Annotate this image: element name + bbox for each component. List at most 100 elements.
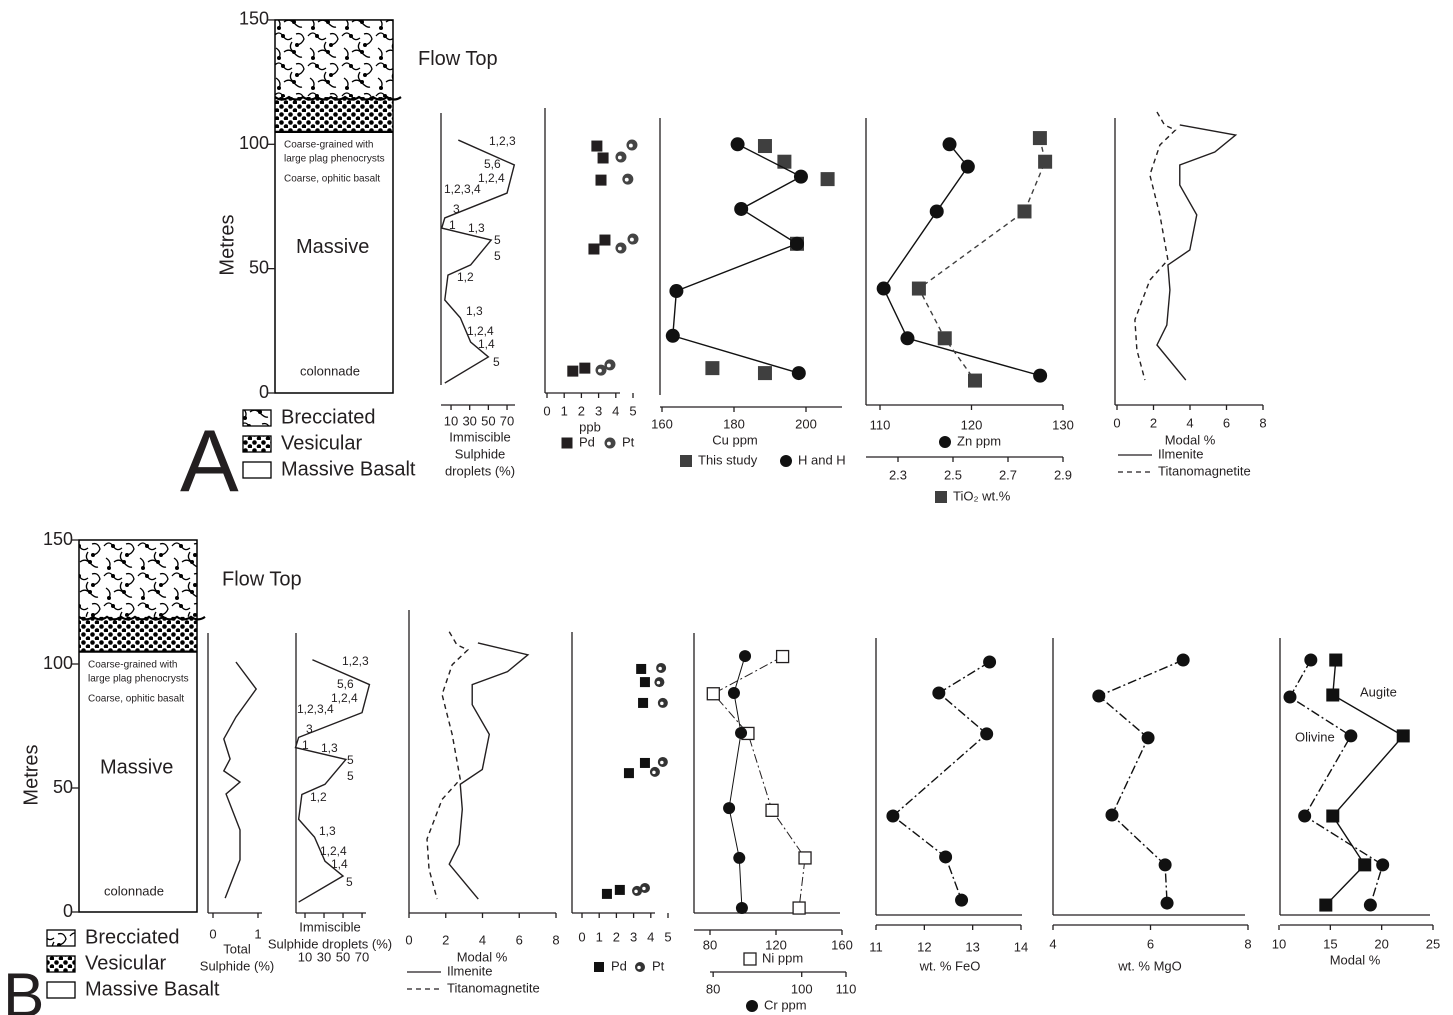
legend-label: Titanomagnetite (1158, 463, 1251, 478)
marker-dot (642, 886, 646, 891)
data-point (1141, 731, 1155, 745)
panel-label: A (180, 411, 239, 510)
data-point (595, 174, 607, 186)
unit (275, 19, 393, 98)
legend-marker (746, 1000, 758, 1012)
data-point (820, 172, 835, 187)
data-point (1158, 858, 1172, 872)
x-tick-label: 2.5 (944, 467, 962, 482)
x-tick-label: 2 (1150, 415, 1157, 430)
legend-label: Massive Basalt (85, 978, 220, 1000)
facies-note: Coarse, ophitic basalt (88, 694, 184, 705)
annotation: 3 (306, 722, 313, 736)
x-axis-label: Modal % (457, 949, 508, 964)
legend-label: Pt (622, 434, 635, 449)
x-tick-label: 5 (629, 403, 636, 418)
marker-dot (660, 760, 664, 765)
data-point (599, 234, 611, 246)
data-point (614, 884, 625, 895)
annotation: 1,4 (478, 337, 495, 351)
x-tick-label: 20 (1374, 936, 1388, 951)
legend-label: Augite (1360, 684, 1397, 699)
data-point (798, 851, 812, 865)
data-point (669, 284, 684, 299)
legend-swatch (46, 955, 76, 973)
legend-label: Ilmenite (1158, 446, 1204, 461)
legend-label: Zn ppm (957, 433, 1001, 448)
data-point (735, 902, 748, 915)
x-axis-label: wt. % FeO (919, 958, 981, 973)
facies-note: large plag phenocrysts (88, 674, 189, 685)
series-line (222, 661, 258, 899)
unit (275, 97, 393, 132)
x-axis-label: droplets (%) (445, 463, 515, 478)
annotation: 5 (347, 753, 354, 767)
x-tick-label: 0 (578, 929, 585, 944)
x-tick-label: 6 (1223, 415, 1230, 430)
series-line (440, 139, 516, 384)
x-axis-label: Sulphide (%) (200, 958, 274, 973)
unit (79, 616, 197, 652)
series-line (426, 631, 470, 900)
data-point (739, 650, 752, 663)
x-tick-label: 2 (578, 403, 585, 418)
x-tick-label: 160 (831, 937, 853, 952)
legend-swatch (242, 409, 272, 427)
marker-dot (606, 363, 611, 368)
legend-label: H and H (798, 452, 846, 467)
facies-label: Massive (296, 236, 369, 258)
annotation: 1,2,3,4 (444, 182, 481, 196)
marker-dot (634, 889, 638, 894)
x-tick-label: 10 (1272, 936, 1286, 951)
x-tick-label: 110 (836, 981, 857, 996)
x-tick-label: 1 (254, 926, 261, 941)
annotation: 1,3 (466, 304, 483, 318)
data-point (1396, 729, 1410, 743)
y-tick-label: 0 (259, 382, 269, 402)
x-tick-label: 8 (552, 932, 559, 947)
data-point (792, 901, 806, 915)
x-tick-label: 2 (442, 932, 449, 947)
panel-label: B (3, 961, 44, 1015)
x-tick-label: 4 (479, 932, 486, 947)
marker-dot (606, 441, 611, 446)
unit (79, 651, 197, 912)
x-tick-label: 11 (869, 939, 883, 954)
y-tick-label: 100 (239, 133, 269, 153)
data-point (1017, 204, 1032, 219)
x-tick-label: 15 (1323, 936, 1337, 951)
data-point (1329, 653, 1343, 667)
marker-dot (652, 770, 656, 775)
legend-label: Pd (611, 958, 627, 973)
data-point (1032, 131, 1047, 146)
data-point (955, 893, 969, 907)
legend-marker (939, 436, 951, 448)
data-point (960, 159, 975, 174)
annotation: 1,2,4 (331, 691, 358, 705)
y-axis-label: Metres (216, 214, 238, 275)
y-axis-label: Metres (20, 744, 42, 805)
series-line (1097, 659, 1184, 904)
x-tick-label: 80 (703, 937, 717, 952)
data-point (876, 281, 891, 296)
x-axis-label: Modal % (1330, 952, 1381, 967)
x-tick-label: 120 (765, 937, 787, 952)
annotation: 1,4 (331, 857, 348, 871)
y-tick-label: 0 (63, 901, 73, 921)
series-line (672, 143, 803, 374)
x-tick-label: 2 (613, 929, 620, 944)
legend-label: Pd (579, 434, 595, 449)
data-point (591, 140, 603, 152)
x-tick-label: 2.9 (1054, 467, 1072, 482)
series-line (1156, 124, 1238, 381)
legend-label: Brecciated (281, 406, 376, 428)
annotation: 5 (494, 233, 501, 247)
x-tick-label: 4 (1186, 415, 1193, 430)
data-point (942, 137, 957, 152)
x-tick-label: 2.7 (999, 467, 1017, 482)
data-point (623, 768, 634, 779)
x-tick-label: 1 (596, 929, 603, 944)
facies-note: Coarse-grained with (88, 660, 178, 671)
x-tick-label: 5 (664, 929, 671, 944)
series-line (728, 655, 746, 909)
